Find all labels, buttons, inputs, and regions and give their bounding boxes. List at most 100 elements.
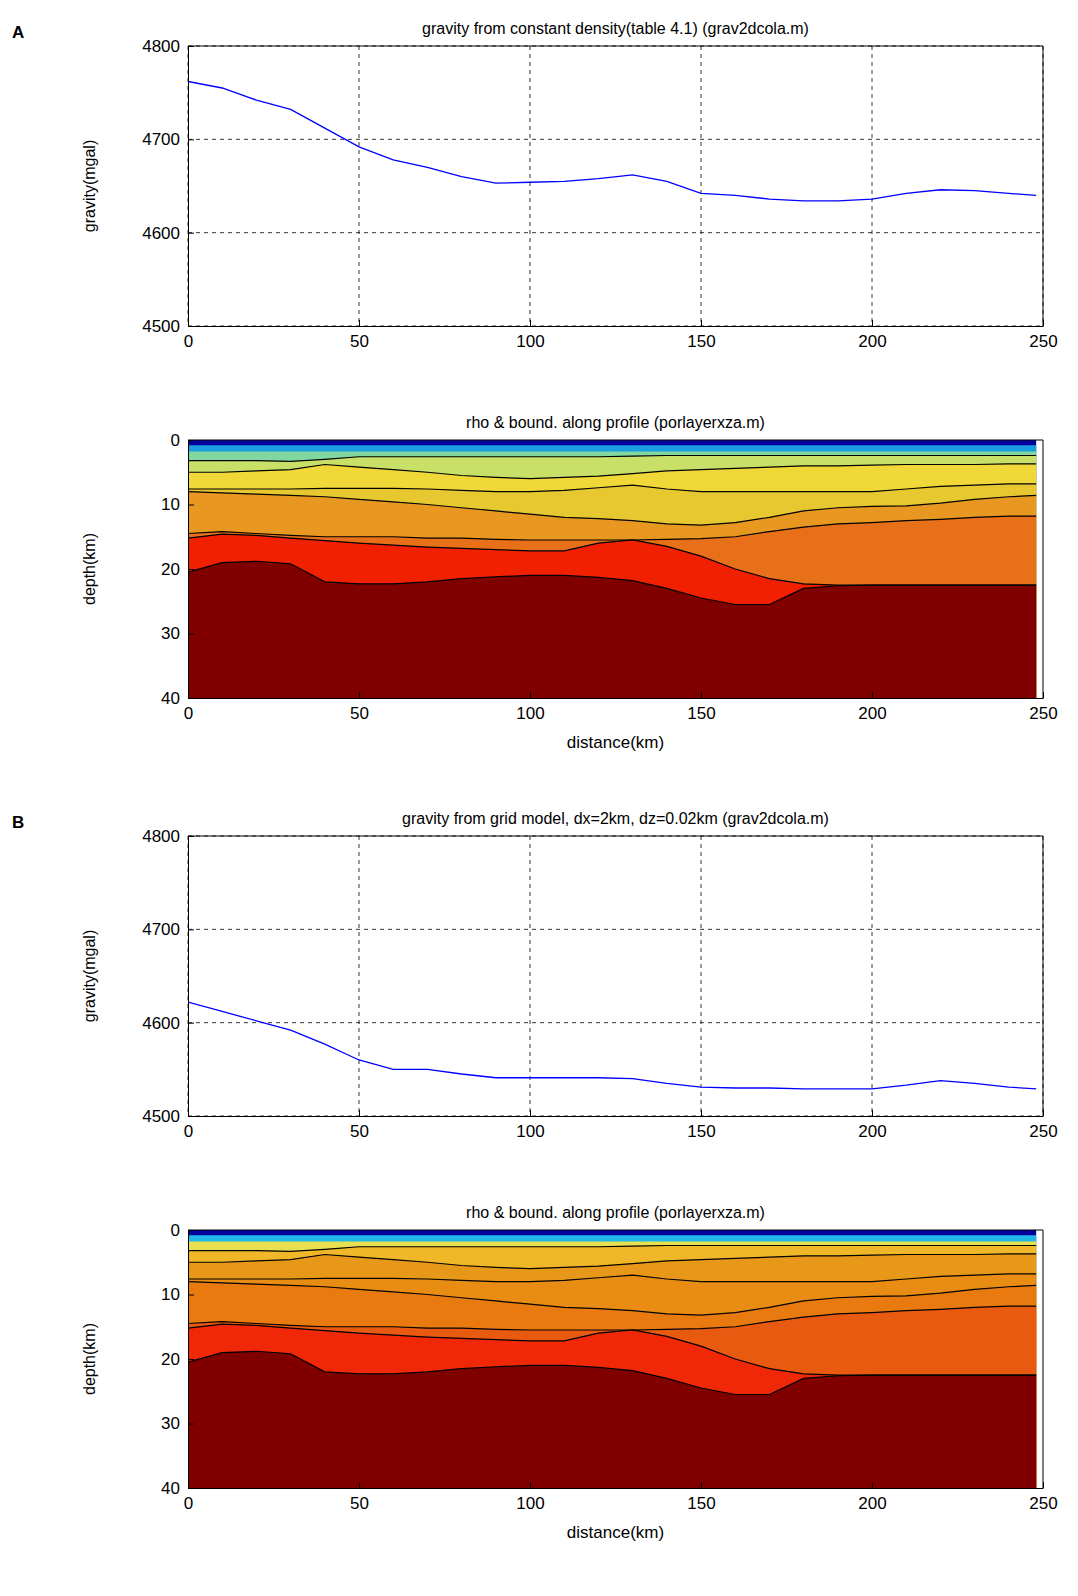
boundary-line (188, 464, 1036, 479)
x-grid-line (530, 46, 531, 326)
x-tick-label: 250 (1029, 704, 1057, 723)
density-layer (188, 452, 1036, 698)
boundary-line (188, 561, 1036, 604)
plot-background (188, 836, 1043, 1116)
chart-title: rho & bound. along profile (porlayerxza.… (466, 414, 765, 431)
panel: 0501001502002504500460047004800gravity f… (81, 20, 1058, 351)
y-tick-mark (188, 1023, 194, 1024)
y-axis-title: gravity(mgal) (81, 140, 98, 232)
panel: 0501001502002504500460047004800gravity f… (81, 810, 1058, 1141)
x-tick-label: 150 (687, 1494, 715, 1513)
x-grid-line (872, 46, 873, 326)
boundary-line (188, 1351, 1036, 1394)
density-layer (188, 561, 1036, 698)
x-grid-line (188, 46, 189, 326)
x-tick-mark (872, 692, 873, 698)
boundary-line (188, 1245, 1036, 1251)
x-tick: 150 (687, 320, 715, 351)
y-tick-mark (188, 634, 194, 635)
density-layer (188, 1306, 1036, 1488)
boundary-line (188, 1254, 1036, 1269)
x-tick: 200 (858, 1110, 886, 1141)
y-tick: 4600 (142, 224, 194, 243)
top-layer (188, 1230, 1036, 1488)
y-tick: 4700 (142, 920, 194, 939)
top-layer (188, 440, 1036, 698)
y-tick: 4500 (142, 1107, 194, 1126)
x-tick: 100 (516, 320, 544, 351)
y-tick-label: 4600 (142, 1014, 180, 1033)
y-grid-line (188, 929, 1043, 930)
x-axis: 050100150200250 (184, 692, 1058, 723)
frame-right (1043, 440, 1044, 698)
y-tick-label: 40 (161, 689, 180, 708)
boundary-line (188, 455, 1036, 461)
x-tick: 50 (350, 1110, 369, 1141)
y-tick-label: 4500 (142, 317, 180, 336)
x-tick-label: 150 (687, 1122, 715, 1141)
y-tick-label: 10 (161, 495, 180, 514)
x-tick-mark (872, 1482, 873, 1488)
x-tick-label: 50 (350, 704, 369, 723)
y-tick-mark (188, 1295, 194, 1296)
density-layer (188, 455, 1036, 698)
density-layer (188, 484, 1036, 698)
gravity-line (188, 1002, 1036, 1089)
y-tick: 40 (161, 689, 194, 708)
y-tick-label: 20 (161, 1350, 180, 1369)
density-layer (188, 1245, 1036, 1488)
y-tick: 30 (161, 624, 194, 643)
x-tick-mark (701, 692, 702, 698)
x-tick-label: 200 (858, 704, 886, 723)
x-tick-label: 100 (516, 1494, 544, 1513)
y-tick: 40 (161, 1479, 194, 1498)
density-layer (188, 1242, 1036, 1488)
x-tick-mark (359, 692, 360, 698)
y-tick-mark (188, 1424, 194, 1425)
y-axis: 4500460047004800 (142, 827, 194, 1126)
x-axis-line (189, 326, 1044, 327)
boundary-line (188, 516, 1036, 540)
y-tick: 4700 (142, 130, 194, 149)
x-tick-label: 250 (1029, 332, 1057, 351)
y-axis-title: depth(km) (81, 1323, 98, 1395)
y-tick-label: 30 (161, 624, 180, 643)
x-grid-line (701, 46, 702, 326)
y-tick-label: 4500 (142, 1107, 180, 1126)
panel: 050100150200250010203040rho & bound. alo… (81, 414, 1058, 752)
y-tick: 4800 (142, 37, 194, 56)
chart-title: rho & bound. along profile (porlayerxza.… (466, 1204, 765, 1221)
y-tick-mark (188, 326, 194, 327)
x-tick-mark (701, 320, 702, 326)
y-axis-title: depth(km) (81, 533, 98, 605)
density-layer (188, 1351, 1036, 1488)
y-tick-label: 30 (161, 1414, 180, 1433)
x-grid-line (359, 46, 360, 326)
x-grid-line (188, 836, 189, 1116)
x-tick-mark (530, 692, 531, 698)
chart-title: gravity from grid model, dx=2km, dz=0.02… (402, 810, 829, 827)
y-tick: 10 (161, 1285, 194, 1304)
y-tick-label: 4700 (142, 130, 180, 149)
x-tick-mark (359, 1482, 360, 1488)
x-tick-label: 50 (350, 1494, 369, 1513)
x-tick-label: 50 (350, 332, 369, 351)
boundary-line (188, 1274, 1036, 1282)
y-axis-line (188, 837, 189, 1117)
x-tick-mark (701, 1482, 702, 1488)
density-layer (188, 464, 1036, 698)
x-tick-mark (359, 1110, 360, 1116)
y-tick-label: 40 (161, 1479, 180, 1498)
y-tick-mark (188, 1359, 194, 1360)
plot-area (188, 81, 1036, 200)
x-tick-mark (530, 1110, 531, 1116)
x-tick-label: 200 (858, 332, 886, 351)
density-layer (188, 1324, 1036, 1488)
y-axis-line (188, 47, 189, 327)
plot-area (188, 1002, 1036, 1089)
density-layer (188, 1274, 1036, 1488)
x-tick-label: 200 (858, 1122, 886, 1141)
y-tick: 10 (161, 495, 194, 514)
x-tick-label: 50 (350, 1122, 369, 1141)
x-grid-line (530, 836, 531, 1116)
